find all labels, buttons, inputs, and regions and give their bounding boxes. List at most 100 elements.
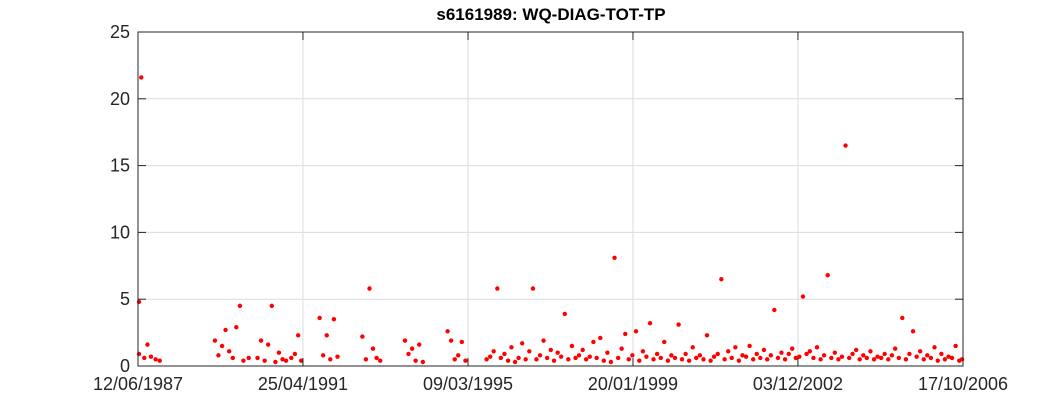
data-point	[276, 350, 282, 355]
data-point	[566, 357, 571, 362]
y-tick-label: 25	[110, 22, 130, 42]
data-point	[825, 272, 830, 278]
data-point	[608, 359, 614, 365]
data-point	[136, 299, 142, 305]
data-point	[544, 355, 550, 361]
data-point	[491, 349, 496, 354]
data-point	[686, 358, 692, 363]
data-point	[907, 351, 912, 357]
y-tick-label: 20	[110, 89, 130, 109]
data-point	[289, 355, 294, 361]
data-point	[562, 311, 568, 317]
data-point	[736, 358, 742, 363]
data-point	[417, 342, 422, 347]
data-point	[797, 354, 802, 359]
data-point	[216, 353, 221, 358]
data-point	[758, 355, 763, 361]
data-point	[630, 353, 635, 358]
data-point	[142, 355, 147, 361]
data-point	[882, 351, 887, 357]
x-tick-label: 25/04/1991	[258, 374, 348, 394]
data-point	[800, 294, 806, 299]
data-point	[409, 346, 415, 351]
data-point	[324, 333, 329, 338]
data-point	[790, 346, 795, 351]
data-point	[420, 359, 426, 365]
data-point	[886, 357, 891, 362]
data-point	[583, 357, 589, 362]
data-point	[775, 355, 781, 361]
data-point	[875, 354, 880, 359]
data-point	[512, 359, 518, 365]
data-point	[829, 355, 834, 361]
data-point	[445, 329, 450, 334]
data-point	[733, 345, 738, 350]
data-point	[402, 338, 408, 343]
data-point	[448, 338, 454, 343]
data-point	[519, 341, 525, 346]
data-point	[651, 357, 656, 362]
data-point	[903, 357, 909, 362]
data-point	[230, 355, 235, 361]
data-point	[818, 357, 823, 362]
data-point	[654, 351, 660, 357]
data-point	[768, 353, 774, 358]
data-point	[640, 349, 646, 354]
data-point	[237, 303, 243, 309]
data-point	[335, 354, 340, 359]
plot-area-frame	[137, 31, 964, 367]
data-point	[246, 355, 251, 361]
chart-title: s6161989: WQ-DIAG-TOT-TP	[436, 5, 665, 24]
data-point	[626, 357, 631, 362]
data-point	[782, 357, 788, 362]
data-point	[406, 351, 411, 357]
data-point	[743, 354, 749, 359]
data-point	[843, 143, 848, 148]
data-point	[665, 358, 671, 363]
data-point	[587, 354, 592, 359]
data-point	[370, 346, 376, 351]
data-point	[548, 347, 553, 353]
data-point	[488, 354, 493, 359]
data-point	[857, 357, 862, 362]
axis-ticks: 0 5 10 15 20 25 12/06/1987 25/04/1991 09/03/1995…	[93, 22, 1008, 394]
data-point	[255, 355, 260, 361]
data-point	[892, 346, 898, 351]
data-point	[367, 286, 372, 291]
data-point	[153, 357, 158, 362]
data-point	[846, 355, 852, 361]
data-point	[662, 339, 667, 345]
data-point	[726, 349, 731, 354]
data-point	[708, 358, 713, 363]
data-point	[601, 358, 606, 363]
data-point	[669, 353, 674, 358]
data-point	[658, 355, 663, 361]
data-point	[576, 353, 582, 358]
data-point	[694, 355, 699, 361]
data-point	[530, 286, 536, 291]
data-points	[136, 75, 965, 365]
data-point	[569, 343, 575, 349]
data-point	[299, 358, 304, 363]
data-point	[711, 354, 717, 359]
data-point	[223, 327, 228, 333]
x-tick-label: 03/12/2002	[753, 374, 843, 394]
data-point	[516, 355, 521, 361]
data-point	[747, 343, 752, 349]
data-point	[878, 355, 884, 361]
data-point	[363, 357, 369, 362]
data-point	[772, 307, 777, 313]
data-point	[605, 350, 610, 355]
data-point	[679, 357, 685, 362]
data-point	[502, 351, 507, 357]
data-point	[283, 358, 289, 363]
data-point	[722, 357, 727, 362]
data-point	[719, 276, 724, 282]
x-tick-label: 20/01/1999	[588, 374, 678, 394]
data-point	[942, 357, 948, 362]
data-point	[258, 338, 264, 343]
data-point	[459, 339, 465, 345]
data-point	[234, 325, 239, 330]
data-point	[786, 351, 791, 357]
